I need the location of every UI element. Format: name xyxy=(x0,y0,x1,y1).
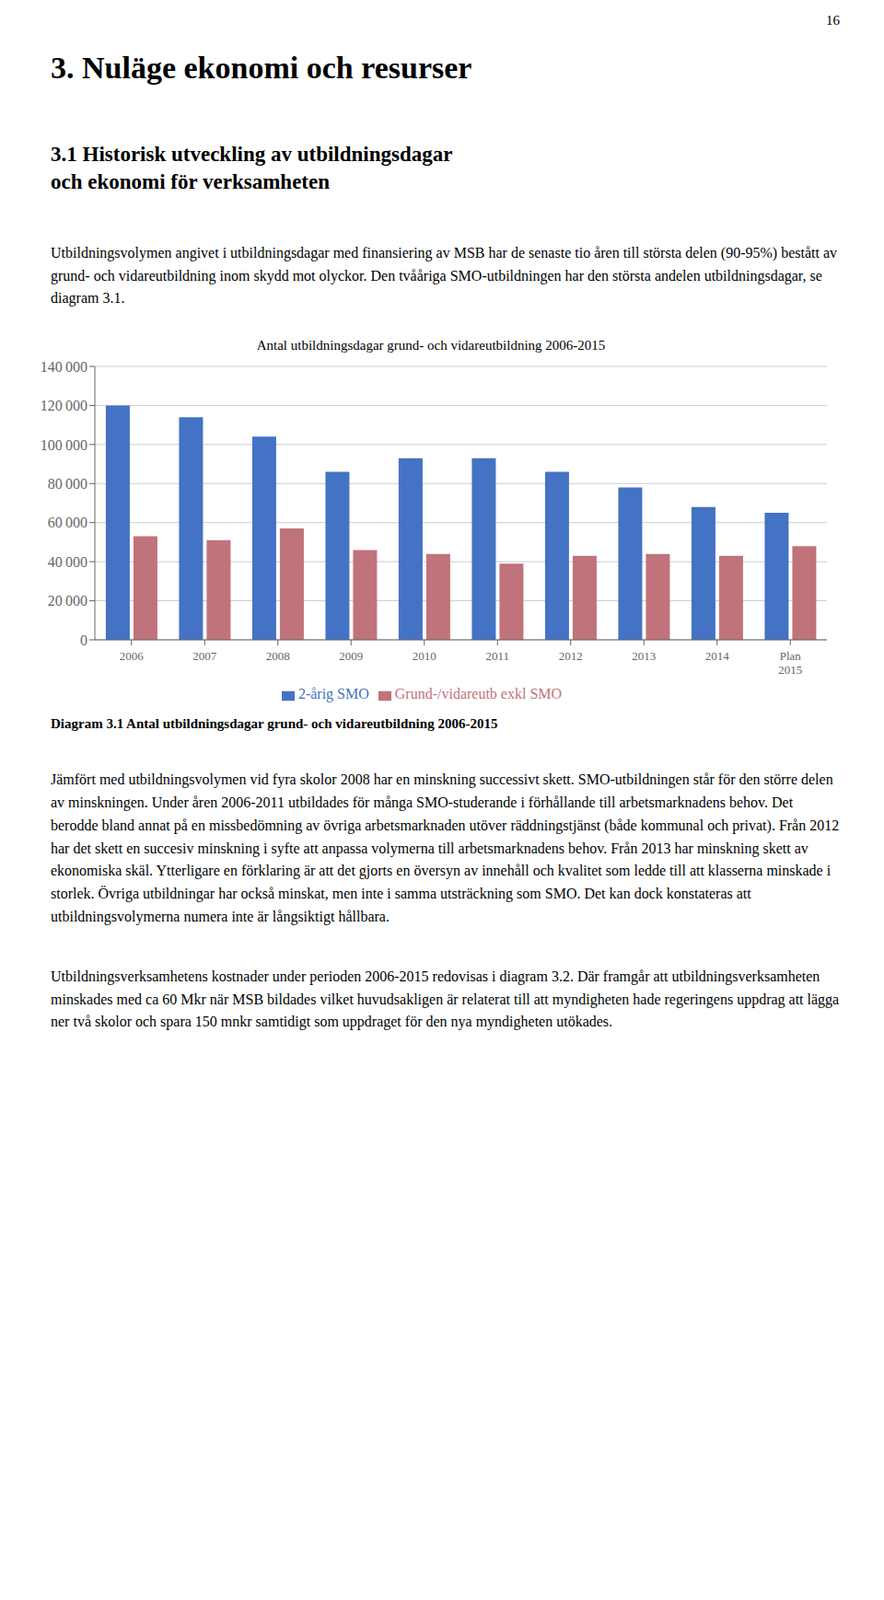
html-text:3.1 Historisk utveckling av ut: 3.1 Historisk utveckling av utbildningsd… xyxy=(50,142,453,194)
html-text:Diagram 3.1 Antal utbildningsd: Diagram 3.1 Antal utbildningsdagar grund… xyxy=(50,716,498,732)
html-text:Grund-/vidareutb exkl SMO: Grund-/vidareutb exkl SMO xyxy=(394,686,562,702)
html-text:3. Nuläge ekonomi och resurser: 3. Nuläge ekonomi och resurser xyxy=(50,50,472,85)
svg-text:2011: 2011 xyxy=(485,649,510,663)
svg-text:40 000: 40 000 xyxy=(47,554,88,570)
svg-text:0: 0 xyxy=(80,632,88,649)
svg-text:2010: 2010 xyxy=(412,649,437,663)
svg-text:2012: 2012 xyxy=(558,649,583,663)
svg-text:2013: 2013 xyxy=(631,649,656,663)
svg-text:140 000: 140 000 xyxy=(40,359,88,375)
svg-text:80 000: 80 000 xyxy=(47,476,88,492)
html-text:Antal utbildningsdagar grund-: Antal utbildningsdagar grund- och vidare… xyxy=(256,338,606,353)
svg-text:100 000: 100 000 xyxy=(40,437,88,454)
svg-text:20 000: 20 000 xyxy=(47,593,88,609)
html-text:Jämfört med utbildningsvolymen: Jämfört med utbildningsvolymen vid fyra … xyxy=(50,771,840,925)
svg-text:2006: 2006 xyxy=(119,649,145,663)
html-text:Utbildningsvolymen angivet i u: Utbildningsvolymen angivet i utbildnings… xyxy=(50,244,838,307)
html-text:Utbildningsverksamhetens kostn: Utbildningsverksamhetens kostnader under… xyxy=(50,968,840,1030)
svg-text:Plan2015: Plan2015 xyxy=(778,649,803,677)
html-text:2-årig SMO: 2-årig SMO xyxy=(298,686,370,702)
svg-text:2008: 2008 xyxy=(266,649,291,663)
svg-text:60 000: 60 000 xyxy=(47,515,88,532)
svg-text:2007: 2007 xyxy=(192,649,218,663)
svg-text:120 000: 120 000 xyxy=(40,397,88,414)
svg-text:2014: 2014 xyxy=(705,649,731,663)
html-text:16: 16 xyxy=(825,12,840,28)
svg-text:2009: 2009 xyxy=(338,649,363,663)
